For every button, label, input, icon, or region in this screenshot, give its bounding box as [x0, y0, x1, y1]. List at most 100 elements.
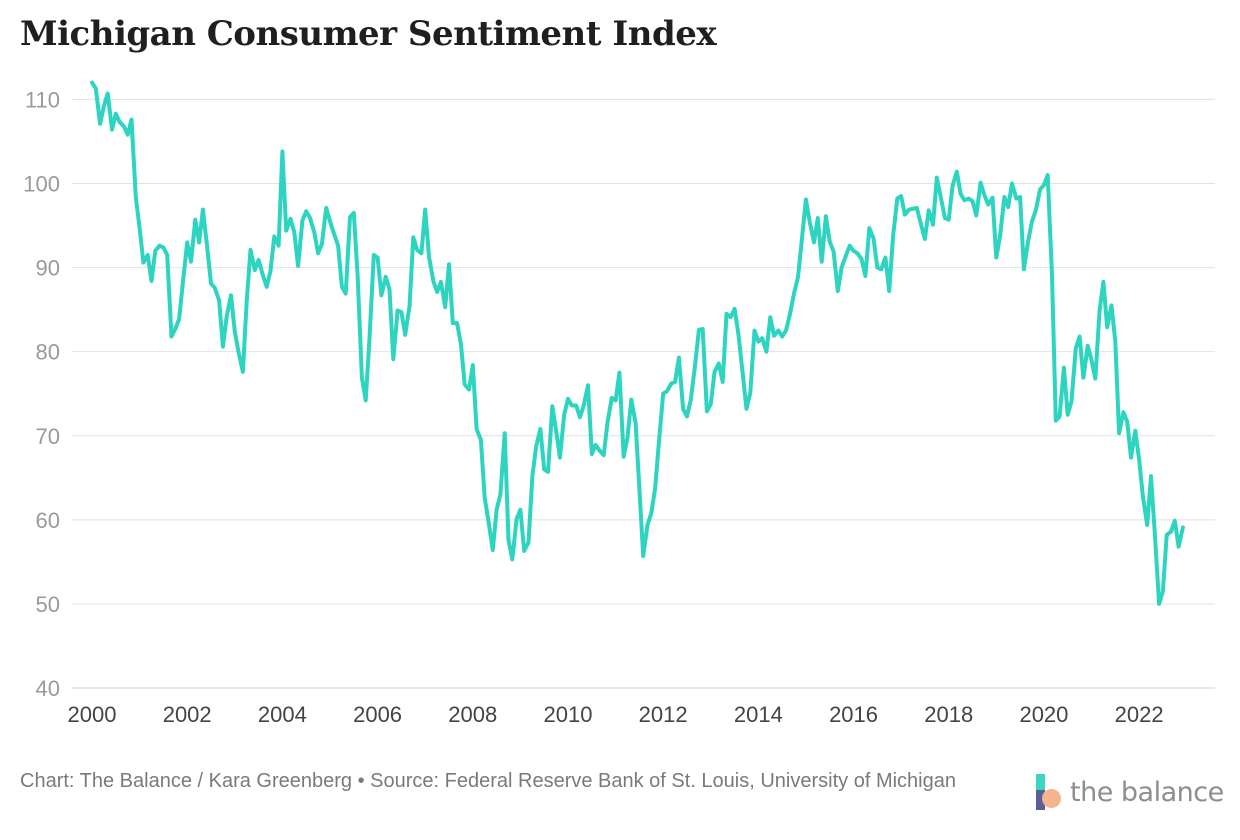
data-point	[388, 287, 391, 291]
x-tick-label: 2012	[639, 702, 688, 727]
data-point	[959, 192, 963, 196]
data-point	[193, 218, 197, 222]
data-point	[1081, 376, 1085, 380]
data-point	[304, 209, 308, 213]
data-point	[189, 260, 193, 264]
data-point	[1038, 187, 1042, 191]
data-point	[939, 194, 943, 198]
data-point	[439, 280, 443, 284]
data-point	[1002, 195, 1006, 199]
data-point	[951, 184, 954, 188]
data-point	[637, 487, 641, 491]
data-point	[558, 456, 562, 460]
data-point	[1030, 219, 1034, 223]
data-point	[863, 274, 867, 278]
data-point	[284, 229, 288, 233]
data-point	[931, 223, 935, 227]
data-point	[923, 237, 927, 241]
brand-logo: the balance	[1034, 774, 1224, 810]
data-point	[979, 181, 983, 185]
data-point	[110, 128, 114, 132]
data-point	[348, 215, 352, 219]
data-point	[1042, 183, 1046, 187]
data-point	[510, 557, 514, 561]
data-point	[986, 203, 990, 206]
y-tick-label: 110	[25, 87, 60, 112]
data-point	[741, 371, 745, 375]
data-point	[756, 340, 760, 344]
data-point	[1046, 173, 1050, 177]
data-point	[725, 312, 728, 316]
data-point	[598, 449, 602, 453]
data-point	[808, 220, 812, 224]
series-layer	[90, 80, 1185, 606]
data-point	[883, 256, 887, 259]
data-point	[296, 264, 300, 268]
data-point	[146, 253, 150, 257]
data-point	[114, 112, 118, 116]
data-point	[665, 389, 669, 393]
data-point	[570, 404, 574, 407]
data-point	[221, 345, 225, 349]
data-point	[614, 398, 618, 402]
data-point	[792, 292, 796, 296]
data-point	[459, 342, 463, 346]
data-point	[451, 321, 455, 325]
data-point	[225, 314, 229, 318]
data-point	[1050, 273, 1054, 277]
data-point	[368, 336, 371, 340]
data-point	[562, 413, 566, 417]
data-point	[848, 244, 852, 248]
data-point	[586, 383, 590, 387]
data-point	[622, 455, 626, 459]
data-point	[998, 234, 1002, 238]
data-point	[181, 276, 185, 280]
data-point	[760, 336, 764, 340]
data-point	[1034, 208, 1038, 212]
the-balance-logo-icon	[1034, 774, 1062, 810]
data-point	[768, 315, 772, 319]
data-point	[1010, 182, 1014, 185]
data-point	[800, 235, 804, 239]
data-point	[399, 310, 403, 314]
series-line-sentiment	[90, 80, 1185, 606]
data-point	[173, 327, 177, 331]
data-point	[1133, 429, 1137, 433]
x-axis: 2000 2002 2004 2006 2008 2010 2012 2014 2016 2018…	[68, 702, 1164, 727]
data-point	[229, 293, 233, 297]
data-point	[360, 376, 364, 380]
data-point	[320, 242, 324, 246]
data-point	[844, 255, 847, 259]
data-point	[158, 244, 162, 248]
data-point	[483, 496, 487, 500]
data-point	[249, 248, 252, 252]
data-point	[907, 208, 911, 212]
data-point	[653, 487, 657, 491]
data-point	[1125, 420, 1129, 423]
data-point	[141, 261, 145, 264]
data-point	[840, 266, 844, 270]
data-point	[1058, 414, 1062, 418]
data-point	[336, 244, 340, 248]
data-point	[102, 104, 106, 108]
data-point	[324, 206, 328, 210]
data-point	[709, 402, 713, 406]
data-point	[602, 453, 606, 457]
x-tick-label: 2014	[734, 702, 783, 727]
data-point	[423, 208, 427, 212]
data-point	[352, 211, 356, 215]
data-point	[1105, 325, 1109, 329]
data-point	[693, 364, 697, 368]
data-point	[396, 309, 400, 312]
data-point	[641, 554, 645, 558]
data-point	[527, 541, 530, 544]
data-point	[994, 256, 998, 259]
data-point	[161, 245, 165, 249]
data-point	[165, 253, 169, 257]
data-point	[1165, 533, 1169, 537]
data-point	[1014, 197, 1018, 201]
data-point	[177, 317, 181, 321]
data-point	[90, 81, 94, 85]
data-point	[126, 133, 130, 137]
data-point	[201, 208, 205, 212]
